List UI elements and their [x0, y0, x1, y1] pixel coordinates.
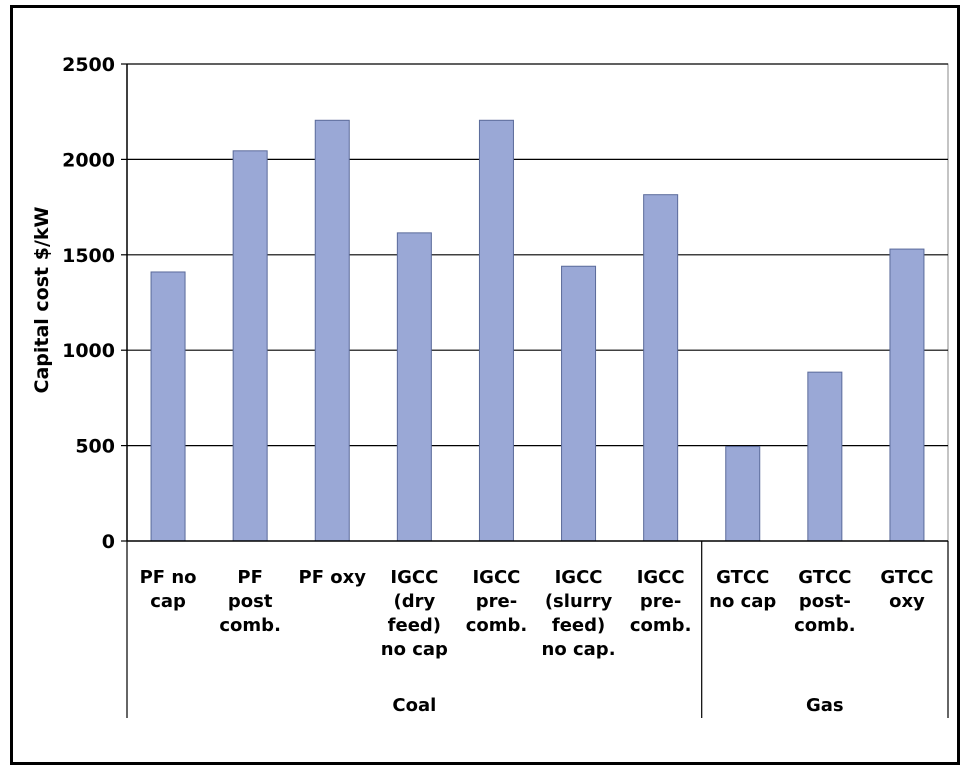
x-tick-label-line: PF no [140, 567, 197, 588]
x-tick-label-line: oxy [889, 591, 925, 612]
x-tick-label-line: no cap [709, 591, 776, 612]
x-tick-label-line: comb. [630, 615, 692, 636]
x-tick-label-line: no cap [381, 639, 448, 660]
y-tick-label: 2500 [62, 54, 115, 76]
x-tick-label-line: (dry [393, 591, 435, 612]
x-tick-label: IGCC (slurry feed) no cap. [542, 567, 616, 660]
x-tick-label-line: comb. [794, 615, 856, 636]
bar [396, 232, 432, 542]
x-tick-label-line: GTCC [798, 567, 851, 588]
x-tick-label-line: feed) [388, 615, 441, 636]
x-tick-label-line: comb. [466, 615, 528, 636]
bar [232, 150, 268, 542]
x-tick-label-line: PF oxy [299, 567, 367, 588]
x-tick-label-line: IGCC [472, 567, 520, 588]
x-tick-label-line: IGCC [390, 567, 438, 588]
bar [478, 119, 514, 542]
x-tick-label-line: no cap. [542, 639, 616, 660]
bar [889, 248, 925, 542]
y-tick-labels: 0 500 1000 1500 2000 2500 [62, 54, 115, 553]
x-tick-label-line: (slurry [545, 591, 613, 612]
bar [643, 194, 679, 542]
x-tick-label-line: pre- [476, 591, 517, 612]
y-tick-label: 1500 [62, 245, 115, 267]
x-tick-label: IGCC pre-comb. [466, 567, 528, 636]
x-tick-label-line: IGCC [637, 567, 685, 588]
x-tick-label: GTCC post-comb. [794, 567, 856, 636]
axes [121, 63, 949, 718]
x-tick-label: IGCC (dry feed) no cap [381, 567, 448, 660]
y-tick-label: 1000 [62, 340, 115, 362]
x-tick-label-line: PF [237, 567, 263, 588]
bar [314, 119, 350, 542]
x-tick-label-line: feed) [552, 615, 605, 636]
x-tick-label: GTCC oxy [880, 567, 933, 612]
x-tick-label: PF oxy [299, 567, 367, 588]
bar [561, 265, 597, 542]
x-tick-label-line: cap [150, 591, 186, 612]
y-tick-label: 500 [75, 436, 115, 458]
x-tick-label: GTCC no cap [709, 567, 776, 612]
group-labels: Coal Gas [392, 695, 843, 716]
y-tick-label: 0 [102, 531, 115, 553]
y-axis-label: Capital cost $/kW [31, 206, 53, 393]
x-tick-label-line: GTCC [880, 567, 933, 588]
category-labels: PF no cap PF post comb. PF oxy IGCC (dry feed) no… [140, 567, 934, 660]
bars [150, 119, 925, 542]
x-tick-label: IGCC pre-comb. [630, 567, 692, 636]
x-tick-label: PF post comb. [219, 567, 281, 636]
bar [725, 446, 761, 542]
x-tick-label-line: post [228, 591, 273, 612]
x-tick-label-line: GTCC [716, 567, 769, 588]
x-tick-label-line: pre- [640, 591, 681, 612]
x-tick-label-line: IGCC [555, 567, 603, 588]
bar [150, 271, 186, 542]
y-tick-label: 2000 [62, 149, 115, 171]
x-tick-label-line: comb. [219, 615, 281, 636]
group-label: Coal [392, 695, 436, 716]
x-tick-label: PF no cap [140, 567, 197, 612]
group-label: Gas [806, 695, 844, 716]
bar [807, 371, 843, 542]
x-tick-label-line: post- [799, 591, 851, 612]
